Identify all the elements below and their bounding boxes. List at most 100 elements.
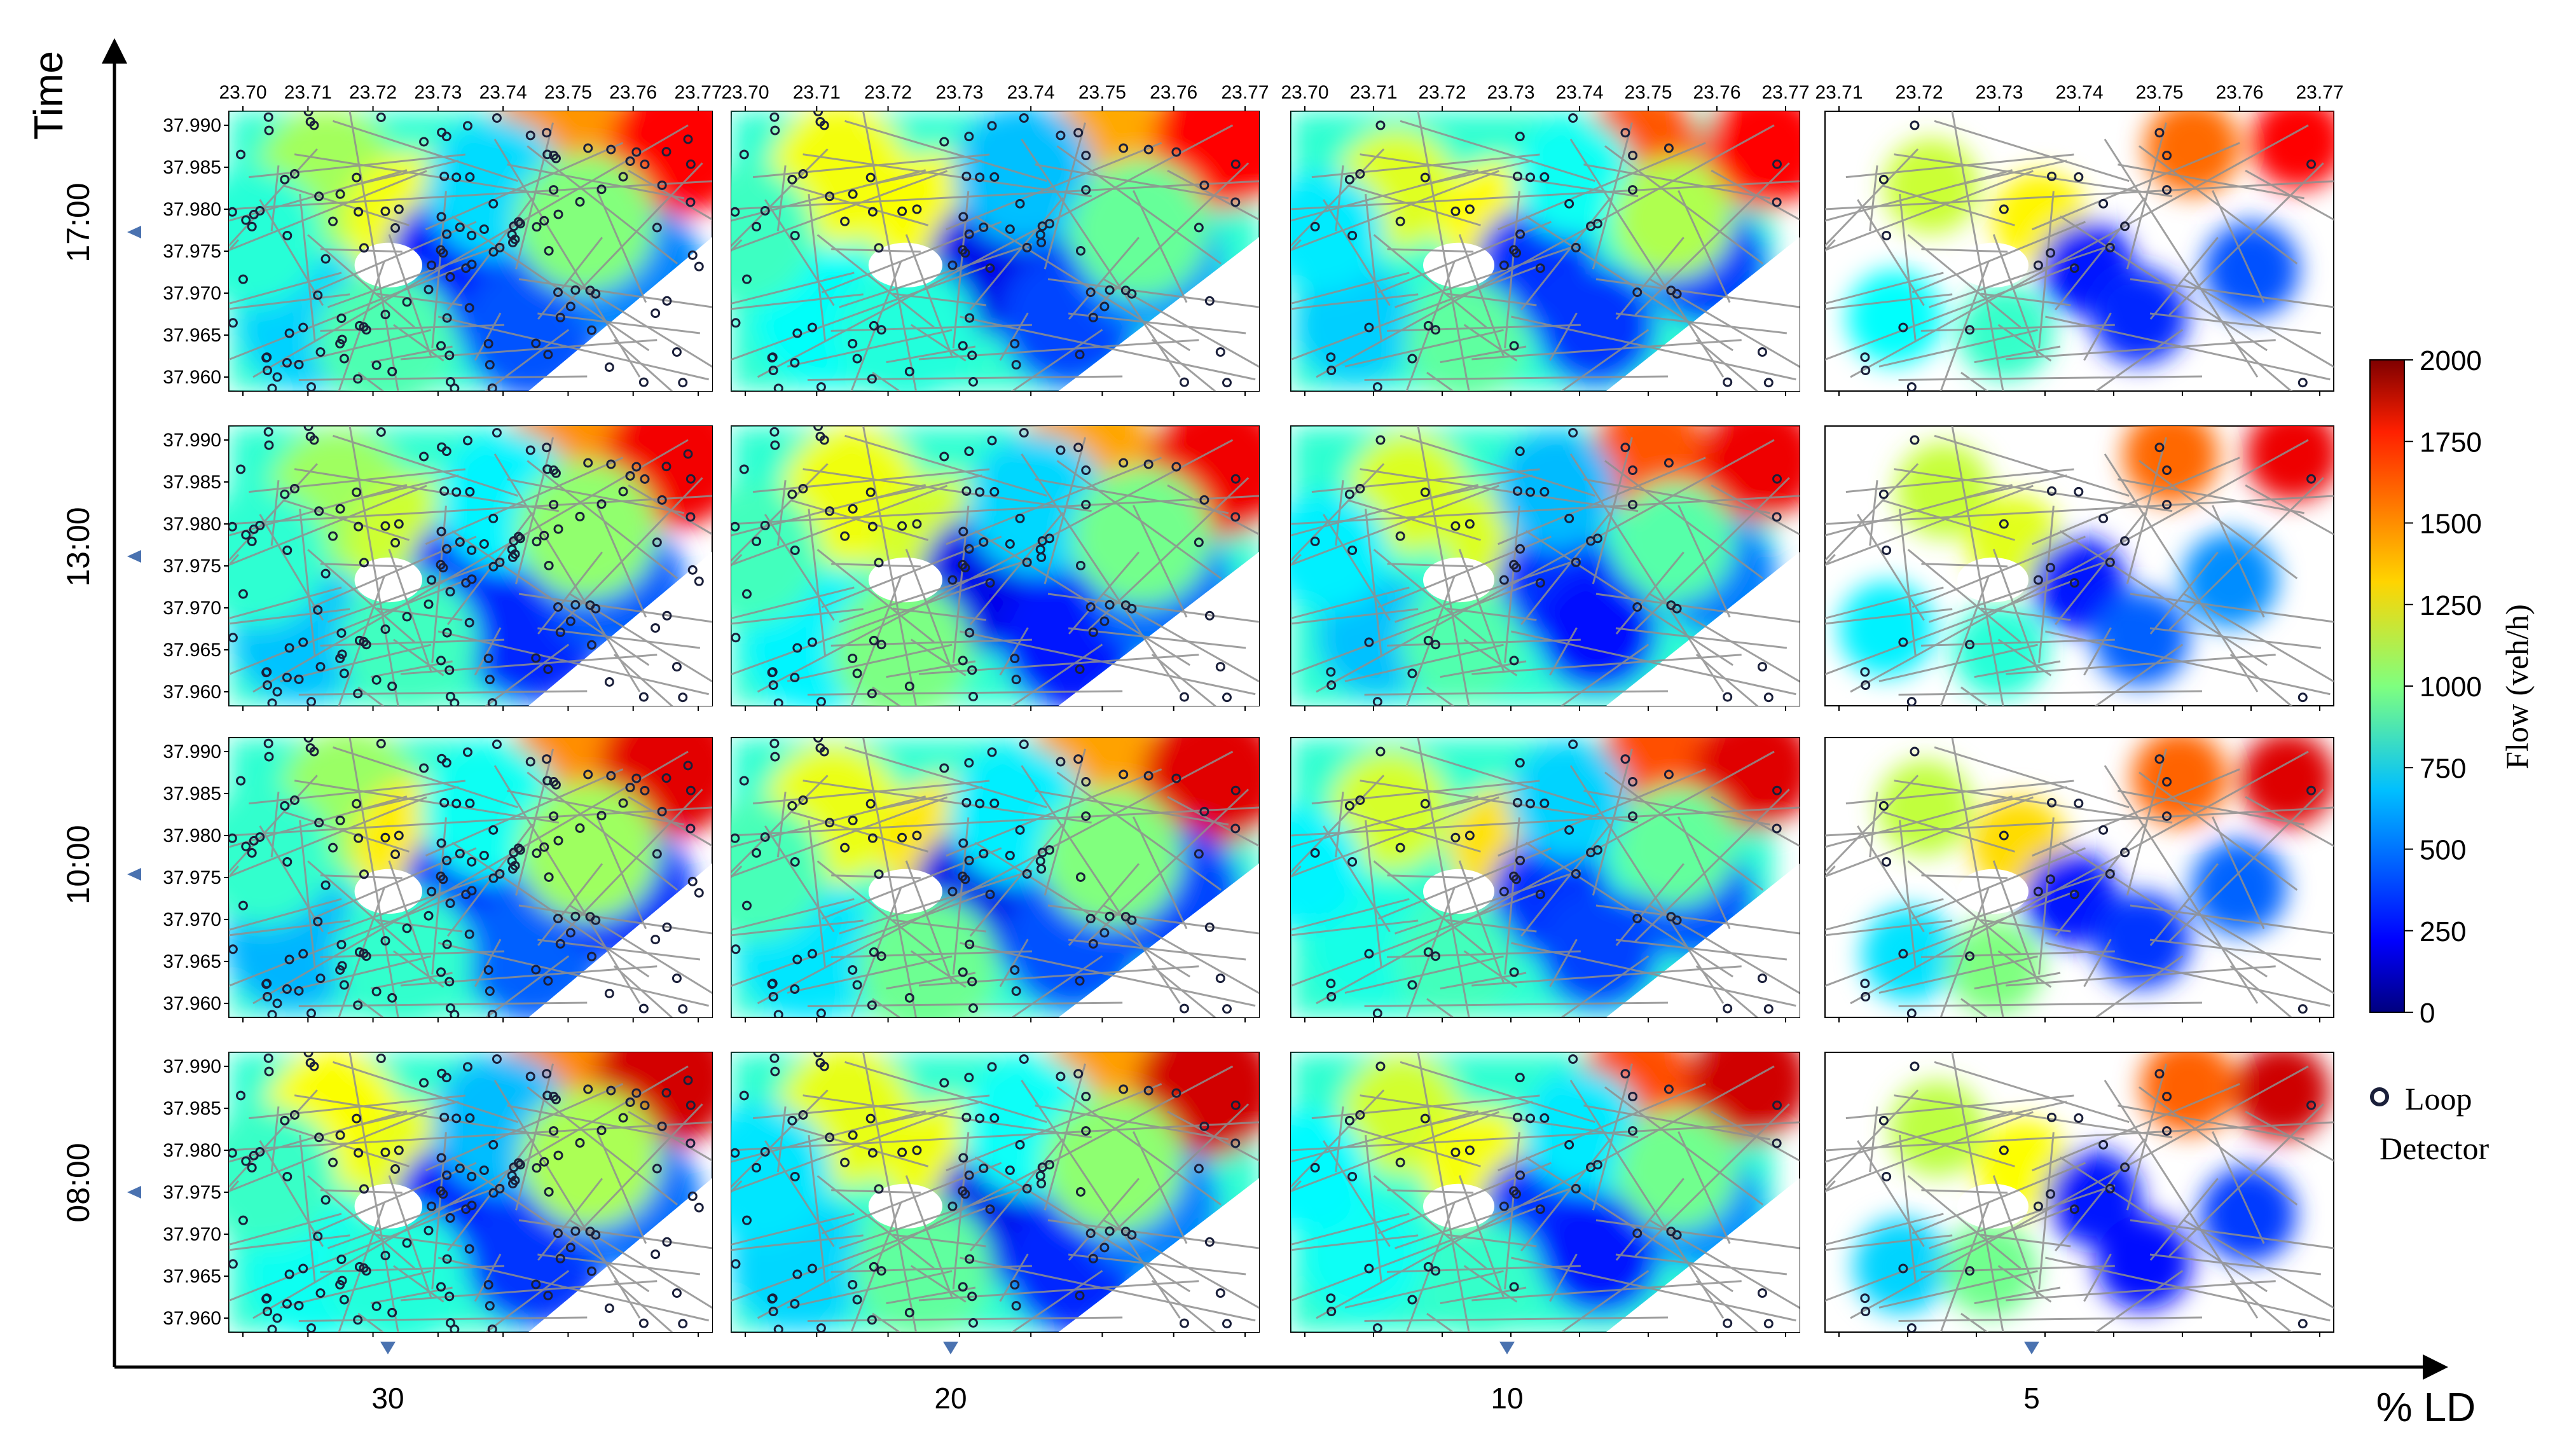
- loop-detector-marker: [1571, 1183, 1581, 1193]
- loop-detector-marker: [264, 752, 274, 762]
- latitude-tick-label: 37.975: [163, 556, 221, 577]
- loop-detector-marker: [1344, 489, 1354, 499]
- loop-detector-marker: [760, 520, 770, 530]
- loop-detector-marker: [975, 799, 985, 809]
- loop-detector-marker: [1592, 533, 1602, 544]
- loop-detector-marker: [263, 1053, 273, 1063]
- loop-detector-marker: [264, 440, 274, 450]
- loop-detector-marker: [731, 521, 740, 532]
- loop-detector-marker: [1075, 872, 1085, 882]
- loop-detector-marker: [1571, 557, 1581, 567]
- loop-detector-marker: [2033, 575, 2043, 585]
- loop-detector-marker: [1326, 667, 1336, 677]
- loop-detector-marker: [790, 984, 800, 994]
- loop-detector-marker: [1526, 1113, 1536, 1124]
- loop-detector-marker: [354, 635, 364, 645]
- loop-detector-marker: [544, 872, 554, 882]
- loop-detector-marker: [294, 674, 304, 684]
- loop-detector-marker: [282, 230, 293, 240]
- loop-detector-marker: [2046, 1189, 2056, 1199]
- loop-detector-marker: [1081, 777, 1091, 787]
- loop-detector-marker: [985, 578, 995, 588]
- flow-blob: [1291, 807, 1363, 928]
- loop-detector-marker: [975, 487, 985, 497]
- loop-detector-marker: [263, 366, 273, 376]
- loop-detector-marker: [965, 313, 975, 323]
- loop-detector-marker: [2306, 474, 2317, 484]
- loop-detector-marker: [1763, 1319, 1774, 1329]
- loop-detector-marker: [773, 383, 783, 391]
- latitude-tick-label: 37.990: [163, 115, 221, 136]
- flow-blob: [2091, 268, 2187, 364]
- loop-detector-marker: [249, 1150, 259, 1160]
- loop-detector-marker: [531, 1279, 541, 1289]
- loop-detector-marker: [337, 961, 347, 971]
- loop-detector-marker: [359, 636, 369, 647]
- loop-detector-marker: [1627, 811, 1637, 822]
- loop-detector-marker: [790, 673, 800, 683]
- loop-detector-marker: [1075, 245, 1085, 256]
- loop-detector-marker: [359, 1263, 369, 1273]
- loop-detector-marker: [1509, 656, 1519, 666]
- loop-detector-marker: [1395, 1157, 1405, 1167]
- flow-blob: [1535, 265, 1656, 387]
- panel-0800-ld20: [731, 1052, 1260, 1337]
- loop-detector-marker: [638, 1003, 649, 1014]
- loop-detector-marker: [565, 301, 575, 312]
- loop-detector-marker: [1010, 339, 1020, 349]
- loop-detector-marker: [1355, 169, 1365, 179]
- loop-detector-marker: [336, 313, 347, 324]
- loop-detector-marker: [539, 1157, 549, 1167]
- loop-detector-marker: [2120, 1162, 2130, 1172]
- flow-blob: [1838, 581, 1934, 677]
- longitude-tick-label: 23.74: [1555, 82, 1603, 103]
- loop-detector-marker: [532, 848, 542, 858]
- loop-detector-marker: [2033, 1201, 2043, 1211]
- loop-detector-marker: [380, 624, 390, 635]
- longitude-tick-label: 23.73: [935, 82, 983, 103]
- loop-detector-marker: [625, 782, 635, 792]
- loop-detector-marker: [1310, 221, 1320, 231]
- loop-detector-marker: [314, 191, 324, 202]
- panel-1300-ld30: 37.990 37.985 37.980 37.975 37.970 37.965 37.9…: [163, 425, 713, 711]
- loop-detector-marker: [989, 172, 1000, 182]
- loop-detector-marker: [1105, 285, 1115, 295]
- loop-detector-marker: [760, 832, 770, 842]
- loop-detector-marker: [280, 801, 290, 811]
- loop-detector-marker: [305, 431, 315, 441]
- flow-blob: [1537, 570, 1658, 692]
- loop-detector-marker: [1628, 1092, 1638, 1102]
- loop-detector-marker: [596, 1125, 607, 1136]
- loop-detector-marker: [455, 1163, 465, 1173]
- loop-detector-marker: [353, 1000, 363, 1010]
- loop-detector-marker: [465, 1113, 475, 1123]
- loop-detector-marker: [1592, 845, 1602, 855]
- loop-detector-marker: [640, 1100, 650, 1110]
- loop-detector-marker: [651, 308, 661, 319]
- loop-detector-marker: [790, 358, 800, 368]
- loop-detector-marker: [813, 426, 823, 431]
- loop-detector-marker: [662, 296, 672, 306]
- loop-detector-marker: [313, 1231, 323, 1241]
- loop-detector-marker: [1395, 531, 1405, 541]
- loop-detector-marker: [263, 427, 273, 437]
- loop-detector-marker: [565, 616, 575, 626]
- loop-detector-marker: [1085, 1228, 1096, 1239]
- loop-detector-marker: [1073, 443, 1084, 453]
- loop-detector-marker: [328, 842, 338, 853]
- loop-detector-marker: [314, 506, 324, 516]
- loop-detector-marker: [553, 209, 563, 219]
- loop-detector-marker: [436, 526, 446, 537]
- loop-detector-marker: [464, 303, 474, 313]
- loop-detector-marker: [848, 815, 858, 825]
- loop-detector-marker: [685, 785, 696, 795]
- loop-detector-marker: [488, 513, 499, 523]
- loop-detector-marker: [241, 530, 251, 540]
- longitude-tick-label: 23.71: [793, 82, 841, 103]
- loop-detector-marker: [1010, 654, 1020, 664]
- road-network: [731, 111, 1259, 391]
- loop-detector-marker: [685, 1100, 696, 1110]
- loop-detector-marker: [852, 980, 862, 990]
- loop-detector-marker: [352, 799, 362, 809]
- loop-detector-marker: [631, 147, 642, 157]
